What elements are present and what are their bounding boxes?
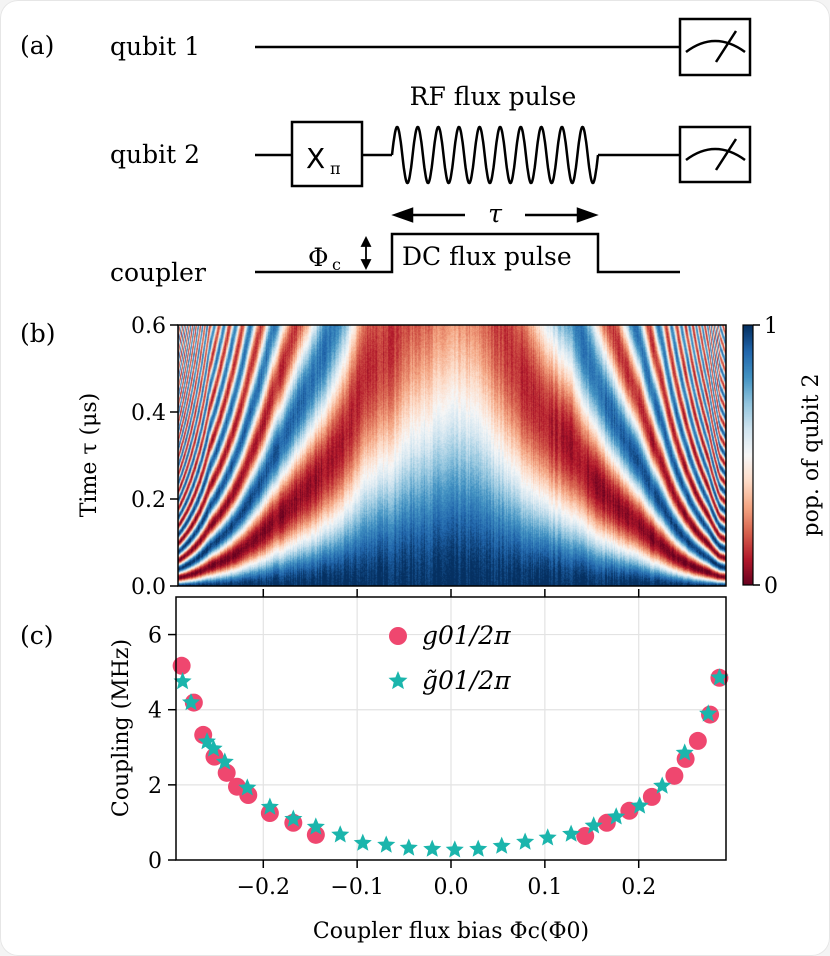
phi-subscript: c — [332, 255, 341, 274]
colorbar-label: pop. of qubit 2 — [799, 374, 824, 537]
data-point-g01-tilde — [516, 832, 535, 850]
data-point-g01-tilde — [238, 778, 257, 796]
data-point-g01-tilde — [710, 668, 729, 686]
data-point-g01-tilde — [469, 839, 488, 857]
colorbar-tick-1: 1 — [764, 314, 778, 339]
data-point-g01-tilde — [492, 836, 511, 854]
y-tick-label: 6 — [148, 624, 162, 649]
x-tick-label: 0.2 — [621, 875, 656, 900]
rf-flux-pulse-wave — [390, 125, 600, 185]
up-down-arrow-icon — [360, 235, 372, 271]
data-point-g01-tilde — [562, 824, 581, 842]
data-point-g01 — [217, 763, 236, 782]
dc-flux-pulse-line — [255, 232, 680, 274]
data-point-g01-tilde — [675, 743, 694, 761]
scatter-points — [172, 656, 729, 858]
x-tick-label: −0.2 — [237, 875, 290, 900]
heatmap-y-tick-label: 0.0 — [131, 575, 166, 600]
y-tick-label: 2 — [148, 774, 162, 799]
data-point-g01-tilde — [215, 752, 234, 770]
data-point-g01-tilde — [377, 835, 396, 853]
gate-label: X — [306, 142, 325, 175]
heatmap-y-label: Time τ (μs) — [77, 393, 102, 518]
data-point-g01-tilde — [630, 796, 649, 814]
data-point-g01-tilde — [538, 828, 557, 846]
data-point-g01 — [665, 766, 684, 785]
data-point-g01-tilde — [584, 816, 603, 834]
x-tick-label: −0.1 — [330, 875, 383, 900]
tau-label: τ — [488, 199, 503, 228]
heatmap-y-tick-label: 0.6 — [131, 314, 166, 339]
legend-label-g01: g01/2π — [422, 621, 511, 650]
data-point-g01 — [172, 656, 191, 675]
gate-subscript: π — [330, 159, 341, 178]
heatmap-image — [178, 325, 726, 586]
data-point-g01-tilde — [607, 807, 626, 825]
colorbar-tick-0: 0 — [764, 574, 778, 599]
heatmap-y-axis: 0.0 0.2 0.4 0.6 — [131, 314, 178, 600]
data-point-g01-tilde — [445, 840, 464, 858]
legend-label-g01-tilde: g̃01/2π — [422, 666, 511, 695]
rf-flux-pulse-label: RF flux pulse — [410, 82, 577, 111]
data-point-g01-tilde — [423, 839, 442, 857]
panel-c-tag: (c) — [20, 621, 54, 650]
right-arrow-icon — [525, 207, 599, 223]
data-point-g01-tilde — [399, 838, 418, 856]
scatter-y-label: Coupling (MHz) — [109, 639, 134, 817]
circuit-diagram — [255, 17, 752, 274]
data-point-g01 — [597, 813, 616, 832]
colorbar — [743, 325, 753, 585]
data-point-g01-tilde — [204, 739, 223, 757]
data-point-g01 — [620, 801, 639, 820]
data-point-g01-tilde — [653, 776, 672, 794]
legend-marker-circle — [389, 627, 407, 645]
scatter-axes: −0.2 −0.1 0.0 0.1 0.2 0 2 4 6 — [148, 589, 656, 900]
data-point-g01-tilde — [306, 817, 325, 835]
x-tick-label: 0.0 — [434, 875, 469, 900]
row-label-coupler: coupler — [110, 258, 206, 287]
data-point-g01 — [688, 731, 707, 750]
left-arrow-icon — [391, 207, 465, 223]
qubit2-measurement-box — [678, 125, 752, 184]
panel-b-tag: (b) — [20, 319, 56, 348]
measurement-meter-icon — [685, 138, 746, 171]
data-point-g01-tilde — [353, 833, 372, 851]
qubit1-measurement-box — [678, 17, 752, 77]
phi-label: Φ — [308, 243, 329, 272]
y-tick-label: 0 — [148, 849, 162, 874]
data-point-g01 — [260, 804, 279, 823]
heatmap-y-tick-label: 0.4 — [131, 401, 166, 426]
heatmap-y-tick-label: 0.2 — [131, 488, 166, 513]
data-point-g01-tilde — [699, 704, 718, 722]
data-point-g01-tilde — [173, 672, 192, 690]
row-label-qubit2: qubit 2 — [110, 140, 200, 169]
data-point-g01 — [642, 787, 661, 806]
legend: g01/2π g̃01/2π — [388, 621, 511, 695]
y-tick-label: 4 — [148, 699, 162, 724]
x-pi-gate-box — [290, 120, 364, 188]
data-point-g01-tilde — [182, 693, 201, 711]
colorbar-frame — [742, 324, 754, 586]
data-point-g01-tilde — [331, 825, 350, 843]
x-tick-label: 0.1 — [527, 875, 562, 900]
measurement-meter-icon — [685, 30, 746, 63]
row-label-qubit1: qubit 1 — [110, 32, 200, 61]
scatter-grid — [176, 597, 726, 860]
scatter-x-label: Coupler flux bias Φc(Φ0) — [313, 919, 589, 944]
heatmap-frame — [177, 324, 727, 587]
panel-a-tag: (a) — [20, 31, 54, 60]
data-point-g01-tilde — [260, 797, 279, 815]
data-point-g01-tilde — [284, 809, 303, 827]
scatter-frame — [175, 596, 727, 861]
legend-marker-star — [388, 671, 408, 690]
dc-flux-pulse-label: DC flux pulse — [402, 242, 572, 271]
